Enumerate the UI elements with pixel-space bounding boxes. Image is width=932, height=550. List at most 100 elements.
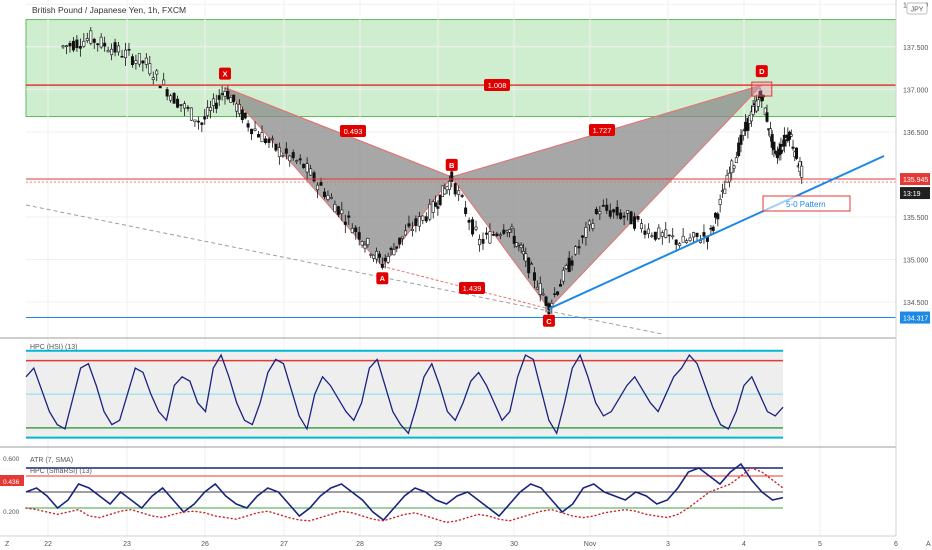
candle <box>774 150 778 154</box>
candle <box>71 40 75 51</box>
candle <box>428 203 432 220</box>
support-tag: 134.317 <box>903 316 928 323</box>
candle <box>541 293 545 296</box>
candle <box>357 232 361 240</box>
candle <box>553 293 557 296</box>
time-tick-label: 29 <box>434 541 442 548</box>
corner-label-right[interactable]: A <box>926 541 931 548</box>
atr-subtitle: HPC (SmaRSI) (13) <box>30 468 92 475</box>
candle <box>232 94 236 103</box>
time-tick-label: 27 <box>280 541 288 548</box>
price-tick-label: 137.500 <box>903 45 928 52</box>
candle <box>739 134 743 145</box>
candle <box>660 232 664 237</box>
price-tick-label: 135.500 <box>903 215 928 222</box>
candle <box>235 103 239 112</box>
candle <box>250 128 254 135</box>
atr-left-axis-label: 0.200 <box>3 509 20 516</box>
candle <box>768 128 772 138</box>
current-price-tag-box <box>900 173 930 186</box>
current-price-tag: 135.945 <box>903 177 928 184</box>
time-axis-bg <box>0 536 932 550</box>
candle <box>775 153 779 159</box>
candle <box>770 134 774 148</box>
candle <box>209 107 213 111</box>
candle <box>75 39 79 49</box>
candle <box>106 50 110 53</box>
candle <box>521 251 525 255</box>
candle <box>240 109 244 121</box>
candle <box>229 97 233 103</box>
ratio-label-box <box>484 79 510 91</box>
candle <box>763 107 767 116</box>
point-label-box <box>218 67 231 80</box>
candle <box>517 244 521 246</box>
corner-label-left[interactable]: Z <box>5 541 10 548</box>
currency-badge[interactable]: JPY <box>911 7 924 14</box>
candle <box>608 210 612 217</box>
candle <box>478 239 482 246</box>
candle <box>260 132 264 143</box>
atr-left-axis-label: 0.600 <box>3 456 20 463</box>
candle <box>257 134 261 138</box>
ratio-label-box <box>589 124 615 136</box>
pattern-leg-xb <box>224 87 452 178</box>
candle <box>127 48 131 51</box>
candle <box>312 172 316 182</box>
candle <box>274 143 278 151</box>
candle <box>298 158 302 161</box>
price-axis-bg <box>896 0 932 536</box>
currency-badge-box[interactable] <box>906 2 928 15</box>
candle <box>226 90 230 100</box>
candle <box>169 95 173 101</box>
candle <box>193 119 197 123</box>
candle <box>92 38 96 43</box>
point-label-a: A <box>380 274 386 283</box>
price-tick-label: 136.500 <box>903 130 928 137</box>
hpc-hsi-pane: HPC (HSI) (13)100.0088.6075.0050.0034.59… <box>25 344 928 443</box>
ratio-label-box <box>459 282 485 294</box>
candle <box>460 195 464 197</box>
candle <box>96 43 100 46</box>
candle <box>636 216 640 220</box>
time-axis[interactable]: 22 23 26 27 28 29 30 Nov 3 4 5 6 <box>44 541 898 548</box>
candle <box>237 104 241 114</box>
candle <box>488 231 492 244</box>
candle <box>741 130 745 136</box>
ratio-label: 1.008 <box>488 81 507 90</box>
candle <box>550 302 554 307</box>
candle <box>772 141 776 151</box>
candle <box>309 168 313 176</box>
candles <box>61 27 804 320</box>
candle <box>421 215 425 221</box>
candle <box>277 147 281 157</box>
candle <box>336 206 340 215</box>
candle <box>414 218 418 226</box>
candle <box>737 142 741 157</box>
candle <box>471 219 475 235</box>
candle <box>791 146 795 149</box>
candle <box>340 209 344 214</box>
ratio-label: 1.727 <box>593 126 612 135</box>
candle <box>267 138 271 143</box>
price-tick-label: 135.000 <box>903 257 928 264</box>
time-tick-label: 26 <box>201 541 209 548</box>
candle <box>619 212 623 219</box>
candle <box>179 104 183 106</box>
candle <box>329 197 333 199</box>
candle <box>605 204 609 211</box>
candle <box>377 253 381 258</box>
candle <box>598 211 602 215</box>
smarsi-series-line <box>25 462 784 522</box>
candle <box>158 85 162 89</box>
point-label-c: C <box>546 317 552 326</box>
candle <box>508 229 512 233</box>
candle <box>137 53 141 65</box>
candle <box>220 93 224 95</box>
candle <box>144 57 148 65</box>
ratio-label: 0.493 <box>344 127 363 136</box>
current-time-tag: 13:19 <box>903 191 921 198</box>
candle <box>612 209 616 213</box>
